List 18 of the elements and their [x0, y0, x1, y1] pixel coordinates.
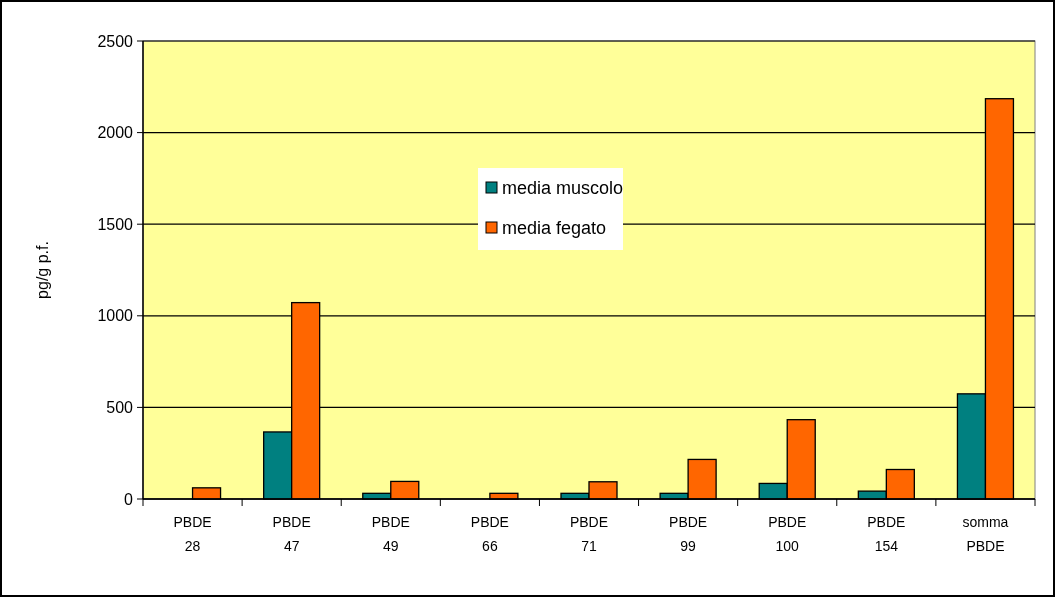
x-tick-label: PBDE 49	[371, 514, 410, 554]
y-tick-label: 500	[106, 399, 134, 416]
y-tick-label: 0	[124, 490, 134, 508]
x-tick-label: PBDE 100	[768, 514, 807, 554]
x-tick-label: PBDE 28	[173, 514, 212, 554]
y-tick-label: 2000	[97, 124, 134, 142]
y-axis-title: pg/g p.f.	[34, 241, 51, 299]
y-tick-label: 1000	[97, 307, 134, 325]
x-tick-label: PBDE 71	[569, 514, 609, 554]
x-tick-label: PBDE 47	[272, 514, 311, 554]
legend-label: media fegato	[502, 218, 607, 239]
x-tick-label: PBDE 99	[669, 514, 708, 554]
x-tick-label: PBDE 66	[470, 514, 509, 554]
y-tick-label: 2500	[97, 32, 134, 50]
legend-label: media muscolo	[502, 178, 624, 199]
y-tick-label: 1500	[97, 215, 134, 233]
x-tick-label: PBDE 154	[867, 514, 906, 554]
x-tick-label: somma PBDE	[962, 514, 1009, 554]
